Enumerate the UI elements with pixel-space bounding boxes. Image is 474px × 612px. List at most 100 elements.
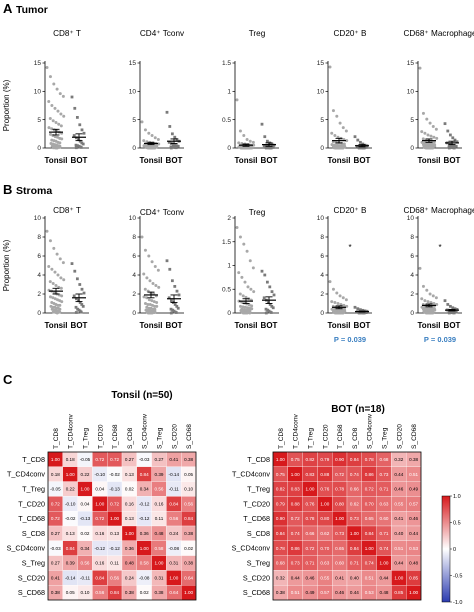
y-tick-label: 10 xyxy=(34,215,42,222)
heatmap-col-label: T_CD20 xyxy=(322,424,329,449)
heatmap-cell-value: 1.00 xyxy=(155,561,164,566)
data-point xyxy=(330,131,334,135)
data-point xyxy=(140,235,144,239)
data-point xyxy=(74,311,78,314)
data-point xyxy=(153,264,157,268)
data-point xyxy=(426,300,430,304)
heatmap-cell-value: 0.88 xyxy=(291,501,300,506)
y-tick-label: 0 xyxy=(410,310,414,317)
heatmap-row-label: T_CD4conv xyxy=(232,470,270,479)
data-point xyxy=(168,125,172,128)
heatmap-cell-value: 0.64 xyxy=(184,575,193,580)
heatmap-cell-value: 0.79 xyxy=(276,501,285,506)
heatmap-cell-value: -0.13 xyxy=(109,487,120,492)
data-point xyxy=(169,299,173,303)
heatmap-cell-value: 0.74 xyxy=(365,561,374,566)
heatmap-col-label: T_CD8 xyxy=(278,428,285,449)
heatmap-cell-value: 1.00 xyxy=(110,516,119,521)
colorbar-tick-label: 0 xyxy=(453,547,456,553)
scatter-plot: CD68⁺ Macrophage 0 2 4 6 8 10 Tonsil BOT * P = 0.0… xyxy=(403,206,474,344)
data-point xyxy=(76,299,80,303)
data-point xyxy=(50,104,54,107)
x-category-label: BOT xyxy=(71,321,88,330)
y-tick-label: 2 xyxy=(132,291,136,298)
heatmap-cell-value: 0.63 xyxy=(320,561,329,566)
heatmap-cell-value: 0.48 xyxy=(155,531,164,536)
heatmap-cell-value: 0.27 xyxy=(51,561,60,566)
data-point xyxy=(265,280,269,284)
heatmap-cell-value: 0.85 xyxy=(394,590,403,595)
x-category-label: Tonsil xyxy=(140,156,163,165)
y-tick-label: 1 xyxy=(227,89,231,96)
data-point xyxy=(140,120,144,124)
scatter-plot: CD68⁺ Macrophage 0 5 10 15 Tonsil BOT xyxy=(403,29,474,165)
data-point xyxy=(423,131,427,135)
y-tick-label: 1.5 xyxy=(222,60,231,67)
data-point xyxy=(50,267,54,271)
data-point xyxy=(47,100,51,104)
heatmap-cell-value: 0.78 xyxy=(306,516,315,521)
data-point xyxy=(78,301,82,304)
data-point xyxy=(165,259,169,263)
heatmap-col-label: S_CD4conv xyxy=(142,413,149,449)
heatmap-col-label: S_CD68 xyxy=(411,424,418,449)
data-point xyxy=(248,139,252,143)
data-point xyxy=(53,135,57,139)
heatmap-cell-value: 0.75 xyxy=(276,472,285,477)
heatmap-col-label: T_CD68 xyxy=(337,424,344,449)
data-point xyxy=(331,109,335,113)
heatmap-cell-value: 0.53 xyxy=(409,546,418,551)
heatmap-cell-value: -0.02 xyxy=(65,516,76,521)
data-point xyxy=(169,311,173,315)
data-point xyxy=(173,143,177,147)
data-point xyxy=(434,296,438,300)
heatmap-cell-value: 0.02 xyxy=(81,531,90,536)
heatmap-cell-value: -0.11 xyxy=(169,487,180,492)
heatmap-cell-value: 0.18 xyxy=(66,457,75,462)
heatmap-cell-value: 0.31 xyxy=(155,575,164,580)
heatmap-cell-value: 0.76 xyxy=(306,501,315,506)
data-point xyxy=(167,140,171,144)
y-tick-label: 6 xyxy=(132,253,136,260)
data-point xyxy=(448,304,452,308)
data-point xyxy=(336,302,340,305)
data-point xyxy=(156,138,160,141)
data-point xyxy=(150,134,154,138)
heatmap-cell-value: 1.00 xyxy=(394,575,403,580)
heatmap-col-label: S_Treg xyxy=(382,427,389,449)
heatmap-cell-value: 0.71 xyxy=(306,561,315,566)
heatmap-row-label: T_CD20 xyxy=(18,499,45,508)
heatmap-cell-value: 0.49 xyxy=(409,487,418,492)
y-tick-label: 0.5 xyxy=(222,117,231,124)
plot-title: CD68⁺ Macrophage xyxy=(403,206,474,215)
data-point xyxy=(81,304,85,308)
data-point xyxy=(147,298,151,302)
data-point xyxy=(268,285,272,289)
data-point xyxy=(80,303,84,306)
data-point xyxy=(81,142,85,146)
heatmap-row-label: S_CD8 xyxy=(22,529,45,538)
x-category-label: BOT xyxy=(71,156,88,165)
data-point xyxy=(48,280,52,284)
data-point xyxy=(328,65,332,69)
y-tick-label: 1.5 xyxy=(222,239,231,246)
heatmap-cell-value: -0.12 xyxy=(109,546,120,551)
y-axis-label: Proportion (%) xyxy=(2,239,11,291)
data-point xyxy=(344,129,348,133)
data-point xyxy=(432,135,436,139)
heatmap-cell-value: 0.78 xyxy=(335,487,344,492)
heatmap-cell-value: 0.73 xyxy=(335,531,344,536)
data-point xyxy=(55,87,59,91)
x-category-label: Tonsil xyxy=(235,156,258,165)
plot-title: CD8⁺ T xyxy=(53,29,81,38)
heatmap-col-label: S_CD4conv xyxy=(367,413,374,449)
heatmap-cell-value: 0.60 xyxy=(335,561,344,566)
data-point xyxy=(264,311,268,315)
y-tick-label: 2 xyxy=(37,291,41,298)
y-tick-label: 0.5 xyxy=(222,286,231,293)
heatmap-cell-value: 0.51 xyxy=(394,546,403,551)
x-category-label: BOT xyxy=(354,156,371,165)
data-point xyxy=(447,146,451,150)
heatmap-cell-value: 1.00 xyxy=(320,501,329,506)
y-tick-label: 0 xyxy=(227,310,231,317)
